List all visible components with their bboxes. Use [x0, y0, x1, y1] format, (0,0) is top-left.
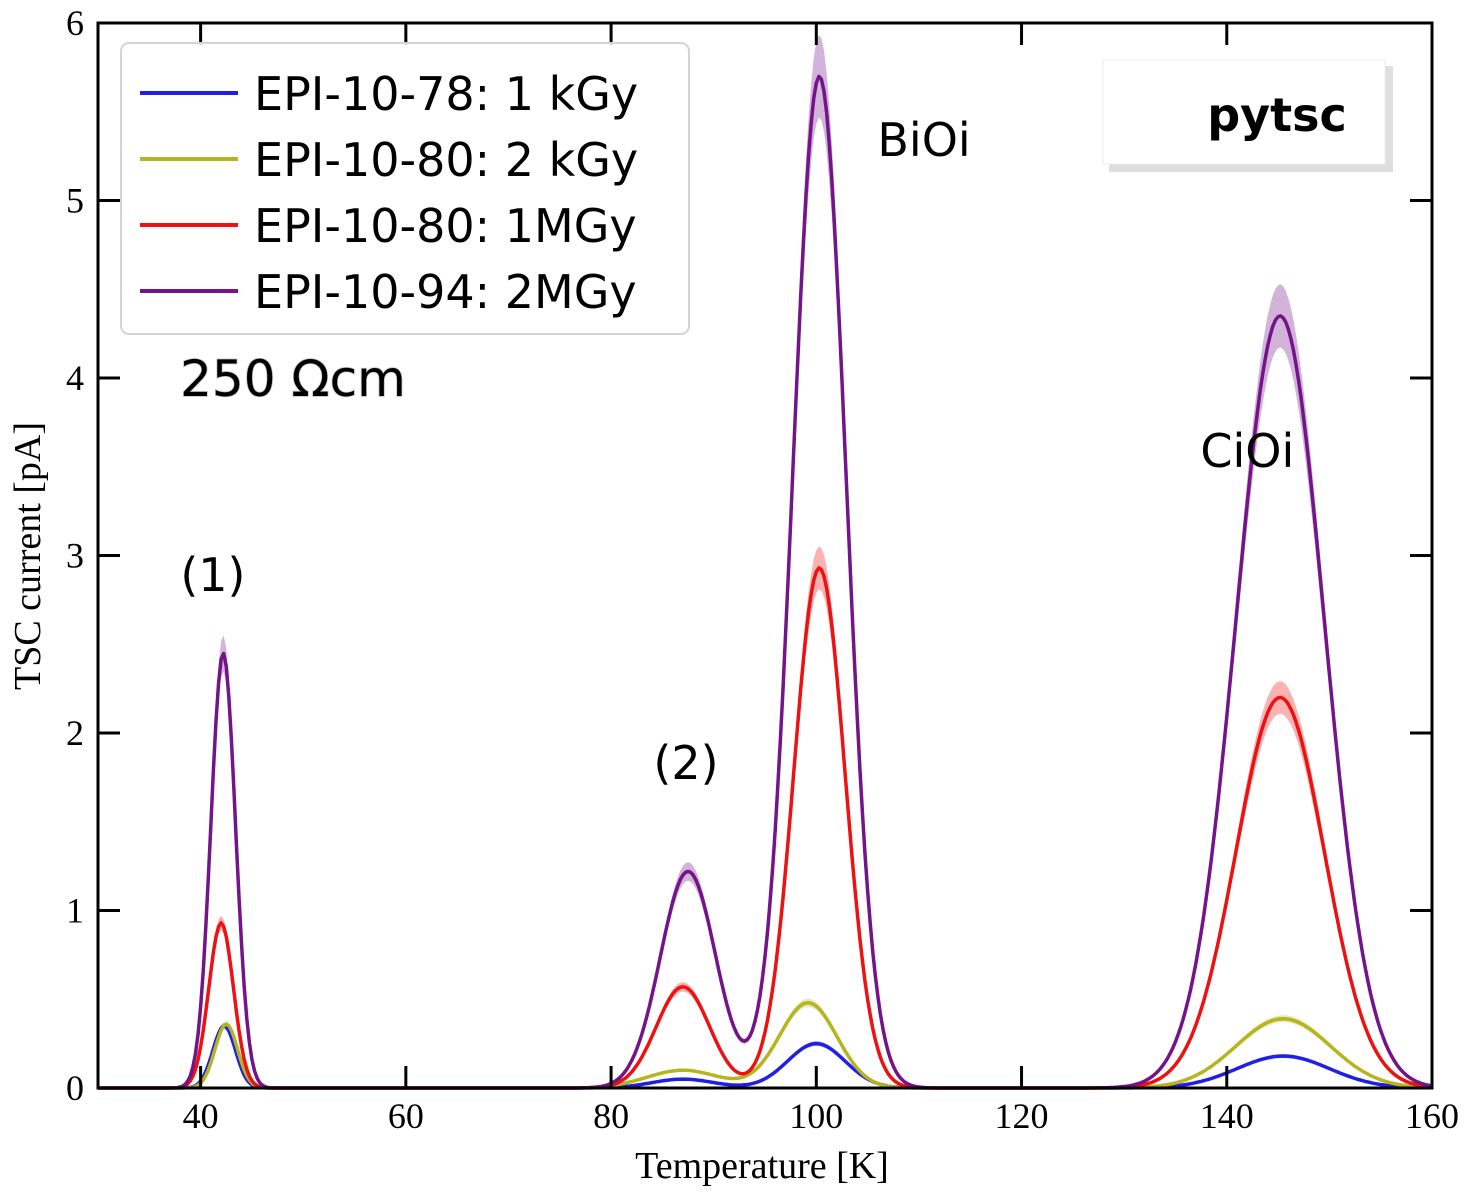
- pytsc-badge: pytsc: [1102, 59, 1393, 172]
- annotation-2: BiOi: [877, 113, 970, 167]
- x-tick-label: 140: [1200, 1096, 1254, 1136]
- legend-box: [120, 42, 690, 335]
- x-axis-label: Temperature [K]: [635, 1145, 889, 1187]
- legend-label-2: EPI-10-80: 1MGy: [254, 199, 637, 253]
- annotation-3: CiOi: [1200, 424, 1294, 478]
- legend-label-1: EPI-10-80: 2 kGy: [254, 133, 638, 187]
- annotation-4: 250 Ωcm: [180, 350, 406, 408]
- y-tick-label: 3: [66, 536, 84, 576]
- y-tick-label: 6: [66, 3, 84, 43]
- y-tick-label: 1: [66, 891, 84, 931]
- x-tick-label: 120: [995, 1096, 1049, 1136]
- pytsc-label: pytsc: [1207, 88, 1347, 142]
- annotation-0: (1): [180, 548, 245, 602]
- x-tick-label: 40: [183, 1096, 219, 1136]
- x-tick-label: 60: [388, 1096, 424, 1136]
- annotation-1: (2): [653, 736, 718, 790]
- legend-label-3: EPI-10-94: 2MGy: [254, 265, 637, 319]
- y-tick-label: 5: [66, 181, 84, 221]
- y-tick-label: 4: [66, 358, 84, 398]
- y-axis-label: TSC current [pA]: [7, 422, 49, 690]
- legend: EPI-10-78: 1 kGy EPI-10-80: 2 kGy EPI-10-8…: [120, 42, 690, 335]
- y-tick-label: 0: [66, 1068, 84, 1108]
- x-tick-label: 80: [593, 1096, 629, 1136]
- legend-label-0: EPI-10-78: 1 kGy: [254, 67, 638, 121]
- x-tick-label: 160: [1405, 1096, 1459, 1136]
- x-tick-label: 100: [789, 1096, 843, 1136]
- y-tick-label: 2: [66, 713, 84, 753]
